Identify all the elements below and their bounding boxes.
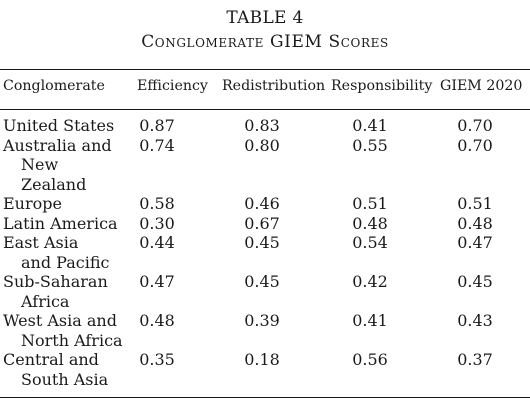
- row-name-line: West Asia and: [3, 311, 117, 330]
- table-number: TABLE 4: [226, 8, 304, 28]
- column-header-efficiency: Efficiency: [137, 78, 208, 94]
- giem-2020-value: 0.45: [457, 272, 493, 291]
- responsibility-value: 0.56: [352, 350, 388, 369]
- giem-2020-value: 0.48: [457, 213, 493, 233]
- column-header-conglomerate: Conglomerate: [3, 78, 105, 94]
- row-name-continuation: Africa: [21, 291, 70, 311]
- table-row: Australia and New Zealand 0.74 0.80 0.55 0.70: [0, 136, 530, 195]
- row-name-line: Europe: [3, 194, 62, 213]
- row-conglomerate-name: Sub-Saharan Africa: [3, 272, 128, 311]
- row-name-line: Sub-Saharan: [3, 272, 108, 291]
- efficiency-value: 0.47: [139, 272, 175, 291]
- header-rule: [0, 109, 530, 110]
- row-conglomerate-name: East Asia and Pacific: [3, 233, 128, 272]
- giem-2020-value: 0.47: [457, 233, 493, 252]
- giem-2020-value: 0.70: [457, 135, 493, 155]
- table-row: Central and South Asia 0.35 0.18 0.56 0.37: [0, 350, 530, 389]
- table-header-row: Conglomerate Efficiency Redistribution R…: [0, 78, 530, 102]
- responsibility-value: 0.51: [352, 194, 388, 213]
- responsibility-value: 0.54: [352, 233, 388, 252]
- table-row: West Asia and North Africa 0.48 0.39 0.41 0.4…: [0, 311, 530, 350]
- giem-2020-value: 0.43: [457, 311, 493, 330]
- efficiency-value: 0.35: [139, 350, 175, 369]
- row-conglomerate-name: Central and South Asia: [3, 350, 128, 389]
- redistribution-value: 0.45: [244, 233, 280, 252]
- top-rule: [0, 69, 530, 70]
- column-header-responsibility: Responsibility: [331, 78, 433, 94]
- responsibility-value: 0.41: [352, 116, 388, 135]
- row-conglomerate-name: West Asia and North Africa: [3, 311, 128, 350]
- row-name-continuation: South Asia: [21, 369, 109, 389]
- table-caption: Conglomerate GIEM Scores: [141, 32, 389, 52]
- efficiency-value: 0.44: [139, 233, 175, 252]
- giem-2020-value: 0.51: [457, 194, 493, 213]
- row-name-continuation: North Africa: [21, 330, 123, 350]
- redistribution-value: 0.18: [244, 350, 280, 369]
- table-row: Europe 0.58 0.46 0.51 0.51: [0, 194, 530, 214]
- table-row: Latin America 0.30 0.67 0.48 0.48: [0, 214, 530, 234]
- redistribution-value: 0.80: [244, 135, 280, 155]
- table-row: Sub-Saharan Africa 0.47 0.45 0.42 0.45: [0, 272, 530, 311]
- giem-2020-value: 0.37: [457, 350, 493, 369]
- table-title-block: TABLE 4 Conglomerate GIEM Scores: [0, 6, 530, 54]
- giem-2020-value: 0.70: [457, 116, 493, 135]
- row-conglomerate-name: Europe: [3, 194, 128, 214]
- redistribution-value: 0.46: [244, 194, 280, 213]
- efficiency-value: 0.48: [139, 311, 175, 330]
- redistribution-value: 0.45: [244, 272, 280, 291]
- redistribution-value: 0.67: [244, 213, 280, 233]
- row-name-line: United States: [3, 116, 115, 135]
- responsibility-value: 0.55: [352, 135, 388, 155]
- responsibility-value: 0.42: [352, 272, 388, 291]
- row-name-continuation: and Pacific: [21, 252, 110, 272]
- efficiency-value: 0.87: [139, 116, 175, 135]
- efficiency-value: 0.30: [139, 213, 175, 233]
- row-name-line: Central and: [3, 350, 99, 369]
- table-row: East Asia and Pacific 0.44 0.45 0.54 0.47: [0, 233, 530, 272]
- row-name-line: Australia and: [3, 135, 112, 155]
- row-name-line: Latin America: [3, 213, 118, 233]
- redistribution-value: 0.83: [244, 116, 280, 135]
- row-name-continuation: New Zealand: [21, 155, 87, 194]
- responsibility-value: 0.48: [352, 213, 388, 233]
- row-conglomerate-name: United States: [3, 116, 128, 136]
- table-row: United States 0.87 0.83 0.41 0.70: [0, 116, 530, 136]
- column-header-giem-2020: GIEM 2020: [440, 78, 523, 94]
- table-body: United States 0.87 0.83 0.41 0.70 Australia a…: [0, 116, 530, 389]
- efficiency-value: 0.74: [139, 135, 175, 155]
- efficiency-value: 0.58: [139, 194, 175, 213]
- row-conglomerate-name: Latin America: [3, 214, 128, 234]
- row-name-line: East Asia: [3, 233, 79, 252]
- row-conglomerate-name: Australia and New Zealand: [3, 136, 128, 195]
- bottom-rule: [0, 397, 530, 398]
- column-header-redistribution: Redistribution: [222, 78, 326, 94]
- redistribution-value: 0.39: [244, 311, 280, 330]
- responsibility-value: 0.41: [352, 311, 388, 330]
